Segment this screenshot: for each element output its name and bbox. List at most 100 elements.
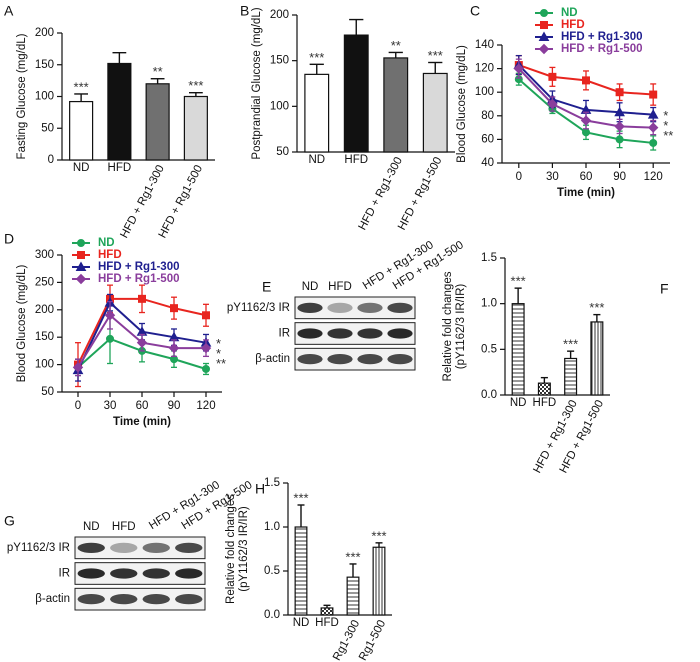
significance: ***	[345, 549, 360, 564]
marker	[104, 310, 116, 321]
blot-band	[142, 594, 170, 605]
x-tick-label: ND	[73, 162, 90, 174]
blot-strip	[294, 296, 416, 320]
panel-letter: D	[4, 231, 14, 247]
x-tick-label: ND	[308, 154, 325, 166]
blot-band	[387, 302, 413, 313]
y-tick-label: 150	[35, 59, 54, 71]
bar	[343, 34, 369, 153]
bar	[590, 321, 604, 396]
marker	[138, 294, 146, 303]
y-axis-title: Blood Glucose (mg/dL)	[456, 45, 468, 163]
y-tick-label: 50	[41, 122, 54, 134]
blot-band	[297, 354, 323, 365]
significance: ***	[563, 337, 578, 352]
blot-band	[110, 594, 138, 605]
y-axis-title: Fasting Glucose (mg/dL)	[16, 33, 28, 159]
marker	[75, 261, 87, 271]
bar	[511, 303, 525, 396]
significance: ***	[188, 78, 203, 93]
bar	[183, 95, 208, 161]
marker	[540, 9, 548, 17]
blot-strip	[294, 347, 416, 371]
y-axis-title: Relative fold changes	[225, 494, 237, 604]
y-tick-label: 0.0	[264, 609, 280, 621]
panel-letter: H	[255, 481, 265, 497]
significance: ***	[428, 48, 443, 63]
panel-letter: A	[4, 3, 14, 19]
bar	[564, 357, 578, 396]
y-tick-label: 60	[481, 133, 494, 145]
marker	[202, 364, 210, 373]
marker	[582, 76, 590, 85]
blot-band	[110, 568, 138, 579]
significance: **	[153, 64, 163, 79]
y-tick-label: 200	[35, 304, 54, 316]
marker	[75, 273, 87, 285]
bar	[107, 62, 132, 161]
row-label: IR	[279, 328, 291, 340]
blot-band	[77, 594, 105, 605]
significance: **	[216, 356, 226, 371]
marker	[538, 31, 550, 41]
x-tick-label: 60	[580, 171, 593, 183]
significance: ***	[309, 50, 324, 65]
y-tick-label: 1.5	[481, 252, 497, 264]
blot-band	[175, 594, 203, 605]
marker	[647, 109, 659, 119]
marker	[614, 106, 625, 117]
y-tick-label: 200	[270, 9, 289, 21]
y-tick-label: 120	[475, 63, 494, 75]
y-tick-label: 0	[48, 154, 54, 166]
y-tick-label: 300	[35, 249, 54, 261]
row-label: β-actin	[255, 353, 290, 365]
significance: ***	[74, 79, 89, 94]
bar	[304, 73, 330, 153]
marker	[580, 115, 592, 126]
blot-band	[357, 302, 383, 313]
bar	[69, 100, 94, 161]
y-axis-title: Relative fold changes	[442, 271, 454, 381]
y-axis-title: (pY1162/3 IR/IR)	[238, 506, 250, 592]
marker	[582, 128, 590, 137]
significance: **	[663, 128, 673, 143]
x-tick-label: 0	[75, 400, 81, 412]
y-tick-label: 0.5	[264, 565, 280, 577]
x-tick-label: 30	[546, 171, 559, 183]
marker	[540, 21, 548, 29]
panel-letter: C	[470, 3, 480, 19]
marker	[615, 135, 624, 144]
lane-label: HFD	[112, 521, 136, 533]
y-axis-title: Blood Glucose (mg/dL)	[16, 265, 28, 383]
blot-strip	[74, 587, 206, 611]
legend-label: HFD + Rg1-500	[561, 43, 642, 55]
y-tick-label: 250	[35, 276, 54, 288]
blot-strip	[74, 562, 206, 585]
bar	[383, 57, 409, 153]
blot-band	[175, 542, 203, 553]
blot-band	[327, 354, 353, 365]
blot-band	[357, 328, 383, 339]
marker	[136, 337, 148, 348]
marker	[202, 311, 210, 320]
bar	[346, 576, 360, 616]
y-tick-label: 1.5	[264, 477, 280, 489]
marker	[649, 138, 658, 147]
y-tick-label: 0.0	[481, 389, 497, 401]
y-tick-label: 100	[35, 91, 54, 103]
blot-band	[297, 302, 323, 313]
x-tick-label: 30	[104, 400, 117, 412]
row-label: IR	[59, 568, 71, 580]
bar	[320, 607, 334, 616]
row-label: β-actin	[35, 593, 70, 605]
bar	[422, 72, 448, 153]
x-tick-label: HFD	[344, 154, 368, 166]
y-tick-label: 150	[35, 331, 54, 343]
panel-letter: F	[660, 281, 669, 297]
blot-band	[77, 542, 105, 553]
significance: *	[216, 336, 221, 351]
x-tick-label: 120	[644, 171, 663, 183]
y-axis-title: Postprandial Glucose (mg/dL)	[251, 7, 263, 159]
significance: *	[663, 118, 668, 133]
